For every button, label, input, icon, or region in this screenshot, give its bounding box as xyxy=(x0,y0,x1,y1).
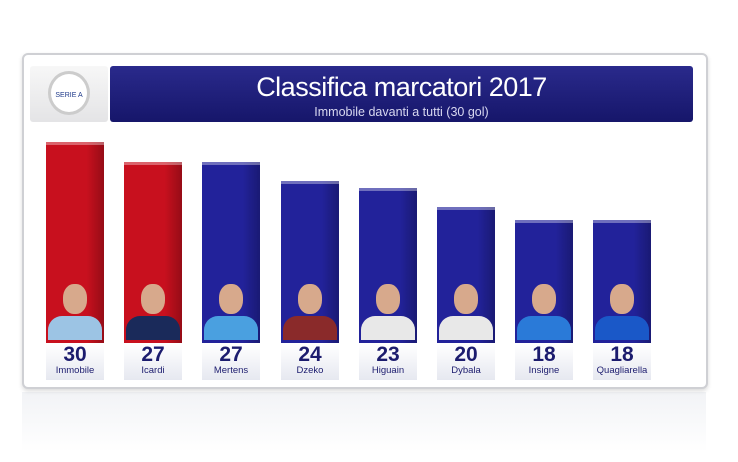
data-label: 27 xyxy=(141,343,165,366)
player-photo xyxy=(202,278,260,340)
data-label: 30 xyxy=(63,343,87,366)
data-label: 18 xyxy=(610,343,634,366)
category-label: Mertens xyxy=(213,365,249,376)
chart-title: Classifica marcatori 2017 xyxy=(256,72,547,102)
serie-a-logo: SERIE A xyxy=(30,66,108,122)
header-banner: Classifica marcatori 2017 Immobile davan… xyxy=(110,66,693,122)
player-shirt xyxy=(283,316,337,340)
player-shirt xyxy=(517,316,571,340)
chart-subtitle: Immobile davanti a tutti (30 gol) xyxy=(314,105,489,119)
bar-label: 18 Quagliarella xyxy=(593,344,651,380)
player-head xyxy=(610,284,634,314)
category-label: Icardi xyxy=(141,365,165,376)
player-head xyxy=(532,284,556,314)
bar-label: 23 Higuain xyxy=(359,344,417,380)
data-label: 20 xyxy=(454,343,478,366)
player-shirt xyxy=(361,316,415,340)
logo-badge: SERIE A xyxy=(48,71,90,115)
player-head xyxy=(141,284,165,314)
category-label: Quagliarella xyxy=(596,365,648,376)
player-head xyxy=(298,284,322,314)
category-label: Dzeko xyxy=(296,365,324,376)
player-head xyxy=(63,284,87,314)
bar-label: 20 Dybala xyxy=(437,344,495,380)
player-photo xyxy=(46,278,104,340)
data-label: 27 xyxy=(219,343,243,366)
category-label: Immobile xyxy=(55,365,95,376)
player-photo xyxy=(515,278,573,340)
reflection xyxy=(22,392,706,452)
bar-label: 18 Insigne xyxy=(515,344,573,380)
player-head xyxy=(454,284,478,314)
data-label: 18 xyxy=(532,343,556,366)
player-photo xyxy=(593,278,651,340)
player-photo xyxy=(281,278,339,340)
player-photo xyxy=(359,278,417,340)
data-label: 24 xyxy=(298,343,322,366)
category-label: Insigne xyxy=(528,365,560,376)
player-photo xyxy=(437,278,495,340)
bar-label: 24 Dzeko xyxy=(281,344,339,380)
player-head xyxy=(219,284,243,314)
player-photo xyxy=(124,278,182,340)
player-shirt xyxy=(48,316,102,340)
bar-label: 27 Mertens xyxy=(202,344,260,380)
category-label: Dybala xyxy=(451,365,481,376)
player-shirt xyxy=(439,316,493,340)
bar-label: 27 Icardi xyxy=(124,344,182,380)
player-head xyxy=(376,284,400,314)
player-shirt xyxy=(595,316,649,340)
player-shirt xyxy=(126,316,180,340)
player-shirt xyxy=(204,316,258,340)
category-label: Higuain xyxy=(371,365,405,376)
bar-label: 30 Immobile xyxy=(46,344,104,380)
data-label: 23 xyxy=(376,343,400,366)
